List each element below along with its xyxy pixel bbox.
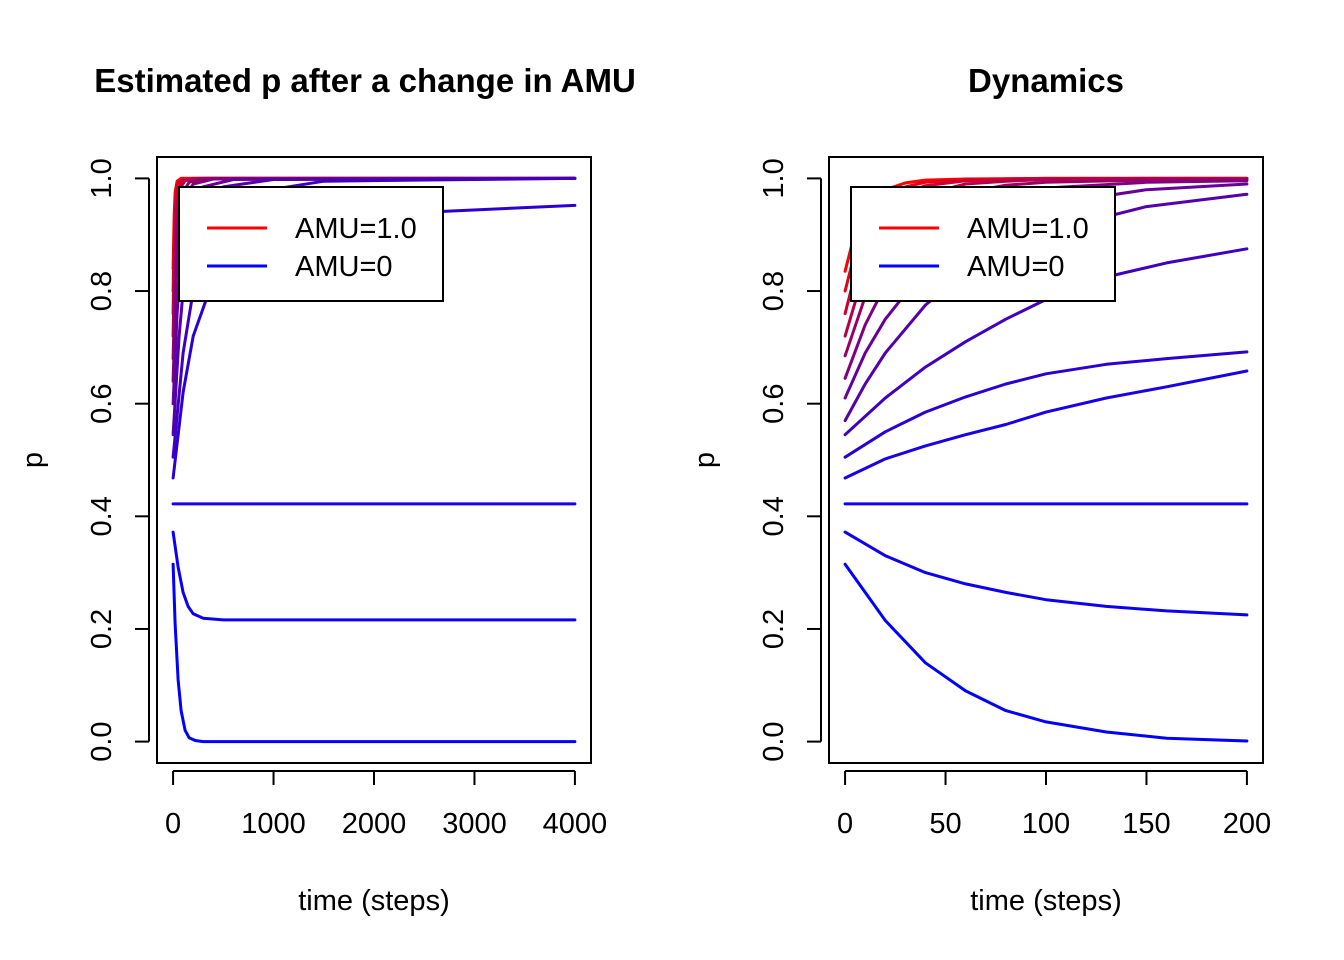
y-tick-label: 0.6 [758,384,790,424]
chart-title: Dynamics [968,62,1124,99]
y-axis-label: p [689,452,721,468]
y-axis: 0.0 0.2 0.4 0.6 0.8 1.0 [86,158,150,762]
y-tick-label: 0.0 [758,721,790,761]
y-tick-label: 0.2 [86,609,118,649]
y-tick-label: 0.0 [86,721,118,761]
series-line-13 [843,530,1249,617]
x-tick-label: 150 [1122,808,1170,840]
y-tick-label: 0.4 [758,496,790,536]
x-axis: 0 1000 2000 3000 4000 [165,770,608,840]
x-tick-label: 4000 [543,808,608,840]
series-line-9 [843,247,1249,437]
legend-label: AMU=0 [967,251,1065,283]
x-tick-label: 50 [929,808,961,840]
x-axis-label: time (steps) [298,885,449,917]
legend-box [850,186,1116,302]
legend: AMU=1.0 AMU=0 [178,186,444,302]
chart-panel-1: Estimated p after a change in AMU 0 1000 20… [17,62,636,917]
x-tick-label: 100 [1022,808,1070,840]
chart-title: Estimated p after a change in AMU [94,62,636,99]
legend-label: AMU=1.0 [295,213,417,245]
y-tick-label: 1.0 [86,158,118,198]
x-tick-label: 200 [1223,808,1271,840]
x-tick-label: 0 [837,808,853,840]
series-line-14 [843,562,1249,743]
x-axis: 0 50 100 150 200 [837,770,1271,840]
y-axis-label: p [17,452,49,468]
series-line-11 [843,369,1249,480]
y-tick-label: 1.0 [758,158,790,198]
x-tick-label: 2000 [342,808,407,840]
y-axis: 0.0 0.2 0.4 0.6 0.8 1.0 [758,158,822,762]
x-tick-label: 3000 [442,808,507,840]
legend-label: AMU=1.0 [967,213,1089,245]
x-tick-label: 0 [165,808,181,840]
x-tick-label: 1000 [241,808,306,840]
y-tick-label: 0.8 [758,271,790,311]
series-line-10 [843,350,1249,459]
legend: AMU=1.0 AMU=0 [850,186,1116,302]
plot-frame [156,156,592,764]
legend-box [178,186,444,302]
y-tick-label: 0.4 [86,496,118,536]
y-tick-label: 0.8 [86,271,118,311]
series-line-13 [171,562,577,744]
plot-frame [828,156,1264,764]
y-tick-label: 0.2 [758,609,790,649]
y-tick-label: 0.6 [86,384,118,424]
series-line-12 [171,530,577,622]
x-axis-label: time (steps) [970,885,1121,917]
legend-label: AMU=0 [295,251,393,283]
